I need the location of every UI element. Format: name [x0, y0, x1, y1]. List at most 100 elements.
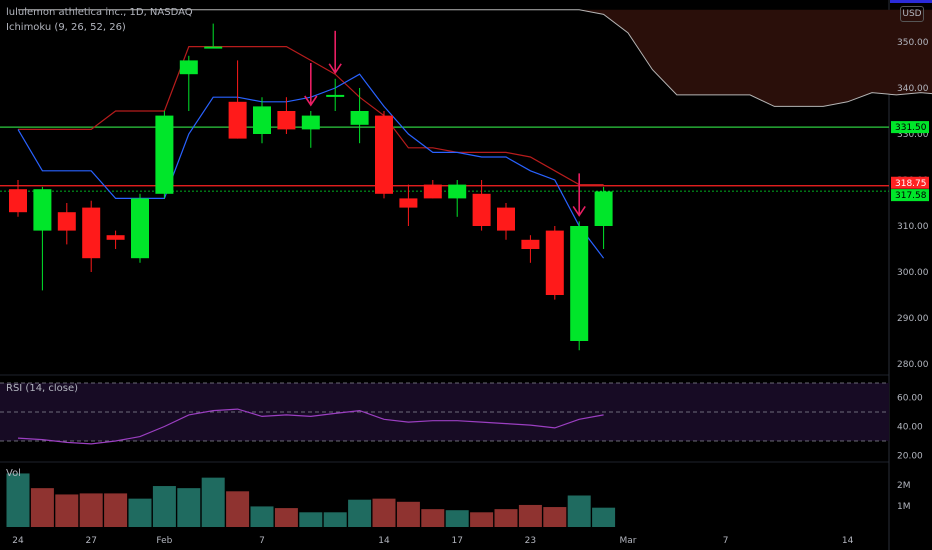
x-tick-label: 17	[451, 536, 462, 546]
volume-bar	[30, 488, 54, 527]
candle-body	[82, 207, 101, 259]
annotation-arrow	[328, 30, 342, 75]
candle	[399, 184, 418, 226]
candle-body	[570, 226, 589, 341]
candle-body	[301, 115, 320, 130]
candle	[301, 111, 320, 148]
volume-bar	[372, 498, 396, 527]
rsi-tick-label: 20.00	[897, 452, 923, 462]
ichimoku-cloud	[18, 9, 932, 107]
price-badge	[891, 121, 929, 134]
candle-body	[423, 184, 442, 199]
volume-bar	[518, 504, 542, 527]
candle-body	[155, 115, 174, 194]
arrow-head	[304, 95, 318, 107]
candle	[521, 235, 540, 263]
arrow-head	[328, 63, 342, 75]
candle	[106, 230, 125, 249]
currency-button[interactable]: USD	[900, 6, 924, 22]
x-tick-label: 14	[378, 536, 390, 546]
candle-body	[57, 212, 76, 231]
price-tick-label: 340.00	[897, 84, 929, 94]
candle-body	[375, 115, 393, 194]
volume-bar	[543, 507, 567, 527]
candle	[594, 186, 613, 249]
x-tick-label: 14	[842, 536, 854, 546]
candle-body	[106, 235, 125, 240]
rsi-tick-label: 40.00	[897, 423, 923, 433]
candle	[570, 221, 589, 351]
volume-bar	[567, 495, 591, 527]
candle	[155, 111, 174, 199]
candle-body	[497, 207, 515, 231]
candle-body	[9, 189, 27, 213]
price-badge	[891, 176, 929, 189]
volume-tick-label: 2M	[897, 481, 911, 491]
volume-bar	[445, 510, 469, 527]
rsi-tick-label: 60.00	[897, 394, 923, 404]
candle	[350, 88, 369, 144]
candle	[179, 55, 198, 111]
x-tick-label: 23	[525, 536, 536, 546]
candle	[228, 60, 247, 139]
candle	[472, 180, 491, 231]
annotation-arrow	[304, 63, 318, 107]
candle	[253, 97, 271, 144]
volume-bar	[274, 508, 298, 527]
price-tick-label: 350.00	[897, 38, 929, 48]
volume-bar	[348, 499, 372, 527]
volume-bar	[6, 473, 30, 527]
price-tick-label: 280.00	[897, 360, 929, 370]
volume-bar	[470, 512, 494, 527]
volume-bar	[79, 493, 103, 527]
candle-body	[350, 111, 369, 125]
volume-bar	[201, 477, 225, 527]
candle	[448, 180, 467, 217]
volume-bar	[592, 507, 616, 527]
candle-body	[277, 111, 296, 130]
volume-bar	[396, 501, 420, 527]
candle	[57, 203, 76, 245]
candle	[326, 78, 345, 111]
volume-bar	[55, 494, 79, 527]
candle	[375, 111, 393, 199]
candle-body	[448, 184, 467, 199]
volume-label: Vol	[6, 468, 21, 479]
rsi-label: RSI (14, close)	[6, 383, 79, 394]
volume-bar	[177, 488, 201, 527]
candle-body	[594, 191, 613, 226]
price-tick-label: 330.00	[897, 130, 929, 140]
x-tick-label: 24	[12, 536, 24, 546]
candle	[545, 226, 564, 300]
candle-body	[472, 193, 491, 226]
volume-bar	[494, 509, 518, 527]
price-tick-label: 290.00	[897, 314, 929, 324]
candle	[9, 180, 27, 217]
candle-body	[131, 198, 149, 259]
x-tick-label: 7	[259, 536, 265, 546]
x-tick-label: Mar	[620, 536, 637, 546]
candle-body	[204, 46, 223, 49]
x-tick-label: 27	[85, 536, 96, 546]
volume-bar	[152, 486, 176, 527]
volume-bar	[421, 509, 445, 527]
price-badge-label: 318.75	[895, 179, 927, 189]
price-tick-label: 310.00	[897, 222, 929, 232]
volume-bar	[128, 498, 152, 527]
arrow-head	[572, 205, 586, 217]
price-badge-label: 331.50	[895, 123, 927, 133]
candle	[131, 193, 149, 263]
volume-bar	[250, 506, 274, 527]
top-accent-bar	[890, 0, 932, 3]
price-badge	[891, 189, 929, 202]
candle-body	[179, 60, 198, 75]
symbol-title: lululemon athletica inc., 1D, NASDAQ	[6, 7, 193, 18]
ichimoku-label: Ichimoku (9, 26, 52, 26)	[6, 22, 126, 33]
candle-body	[399, 198, 418, 208]
annotation-arrow	[572, 173, 586, 217]
price-badge-label: 317.58	[895, 191, 927, 201]
candle	[204, 23, 223, 49]
volume-bar	[226, 491, 250, 527]
